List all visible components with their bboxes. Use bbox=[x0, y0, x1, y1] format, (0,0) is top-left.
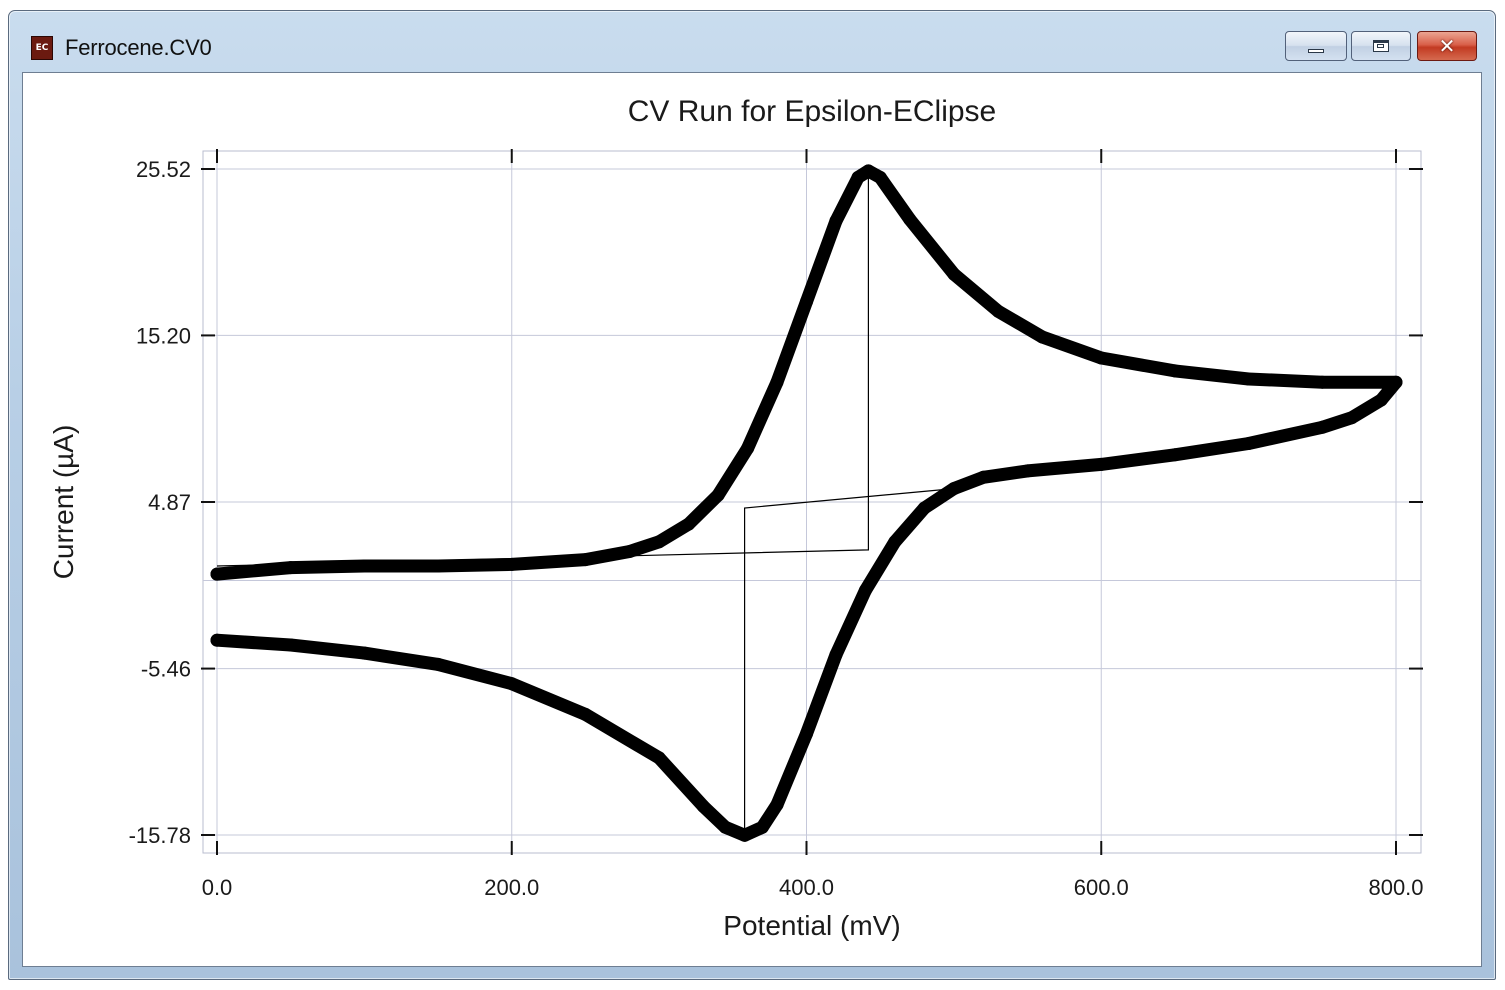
y-tick-label: 4.87 bbox=[148, 490, 191, 515]
y-tick-label: 15.20 bbox=[136, 323, 191, 348]
cv-window: EC Ferrocene.CV0 ✕ 0.0 200.0 400.0 600.0 800… bbox=[8, 10, 1496, 980]
data-point bbox=[284, 561, 298, 575]
data-point bbox=[711, 488, 725, 502]
data-point bbox=[741, 441, 755, 455]
data-point bbox=[888, 535, 902, 549]
data-point bbox=[1315, 375, 1329, 389]
chart-area: 0.0 200.0 400.0 600.0 800.0 25.52 15.20 4.87 -5.… bbox=[22, 72, 1482, 967]
data-point bbox=[976, 470, 990, 484]
data-point bbox=[505, 677, 519, 691]
data-point bbox=[873, 170, 887, 184]
data-point bbox=[210, 567, 224, 581]
close-button[interactable]: ✕ bbox=[1417, 31, 1477, 61]
data-point bbox=[991, 304, 1005, 318]
data-point bbox=[829, 214, 843, 228]
ec-app-icon[interactable]: EC bbox=[31, 36, 53, 60]
data-point bbox=[829, 648, 843, 662]
data-point bbox=[357, 559, 371, 573]
x-axis-label: Potential (mV) bbox=[723, 910, 900, 941]
chart-title: CV Run for Epsilon-EClipse bbox=[628, 95, 996, 128]
close-icon: ✕ bbox=[1438, 34, 1456, 58]
data-point bbox=[1035, 330, 1049, 344]
data-point bbox=[1345, 411, 1359, 425]
window-title: Ferrocene.CV0 bbox=[65, 35, 212, 60]
data-point bbox=[1242, 372, 1256, 386]
data-point bbox=[1374, 393, 1388, 407]
data-point bbox=[210, 633, 224, 647]
axis-ticks bbox=[201, 149, 1423, 855]
data-point bbox=[431, 559, 445, 573]
maximize-icon bbox=[1373, 40, 1389, 52]
data-point bbox=[357, 646, 371, 660]
data-point bbox=[718, 820, 732, 834]
data-point bbox=[1315, 420, 1329, 434]
data-point bbox=[284, 638, 298, 652]
baseline-line bbox=[216, 170, 870, 567]
title-bar[interactable]: EC Ferrocene.CV0 ✕ bbox=[9, 11, 1495, 71]
y-tick-label: -15.78 bbox=[129, 823, 191, 848]
minimize-icon bbox=[1308, 49, 1324, 53]
y-axis-label: Current (µA) bbox=[48, 425, 79, 580]
data-point bbox=[682, 517, 696, 531]
data-point bbox=[1021, 464, 1035, 478]
data-point bbox=[755, 820, 769, 834]
data-point bbox=[578, 707, 592, 721]
tick-labels: 0.0 200.0 400.0 600.0 800.0 25.52 15.20 4.87 -5.… bbox=[129, 157, 1424, 900]
data-point bbox=[738, 828, 752, 842]
data-point bbox=[1094, 351, 1108, 365]
cv-series-line bbox=[210, 164, 1403, 842]
x-tick-label: 600.0 bbox=[1074, 875, 1129, 900]
data-point bbox=[505, 557, 519, 571]
x-tick-label: 800.0 bbox=[1368, 875, 1423, 900]
data-point bbox=[770, 375, 784, 389]
data-point bbox=[652, 535, 666, 549]
minimize-button[interactable] bbox=[1285, 31, 1347, 61]
data-point bbox=[696, 799, 710, 813]
data-point bbox=[800, 295, 813, 309]
data-point bbox=[431, 657, 445, 671]
data-point bbox=[652, 751, 666, 765]
data-point bbox=[1094, 457, 1108, 471]
baseline-line bbox=[743, 488, 954, 836]
data-point bbox=[1242, 437, 1256, 450]
data-point bbox=[578, 553, 592, 567]
y-tick-label: 25.52 bbox=[136, 157, 191, 182]
x-tick-label: 200.0 bbox=[484, 875, 539, 900]
data-point bbox=[861, 164, 875, 178]
x-tick-label: 0.0 bbox=[202, 875, 233, 900]
data-point bbox=[1389, 375, 1403, 389]
maximize-button[interactable] bbox=[1351, 31, 1411, 61]
cv-plot: 0.0 200.0 400.0 600.0 800.0 25.52 15.20 4.87 -5.… bbox=[48, 95, 1424, 941]
cv-curve bbox=[210, 164, 1403, 842]
data-point bbox=[947, 267, 961, 281]
data-point bbox=[851, 170, 865, 184]
data-point bbox=[800, 727, 813, 741]
data-point bbox=[917, 501, 931, 515]
data-point bbox=[1168, 364, 1182, 378]
x-tick-label: 400.0 bbox=[779, 875, 834, 900]
data-point bbox=[903, 212, 917, 226]
y-tick-label: -5.46 bbox=[141, 657, 191, 682]
data-point bbox=[770, 798, 784, 812]
baseline-lines bbox=[216, 170, 954, 836]
data-point bbox=[623, 545, 637, 558]
data-point bbox=[1168, 448, 1182, 462]
data-point bbox=[947, 482, 961, 496]
data-point bbox=[859, 583, 872, 597]
